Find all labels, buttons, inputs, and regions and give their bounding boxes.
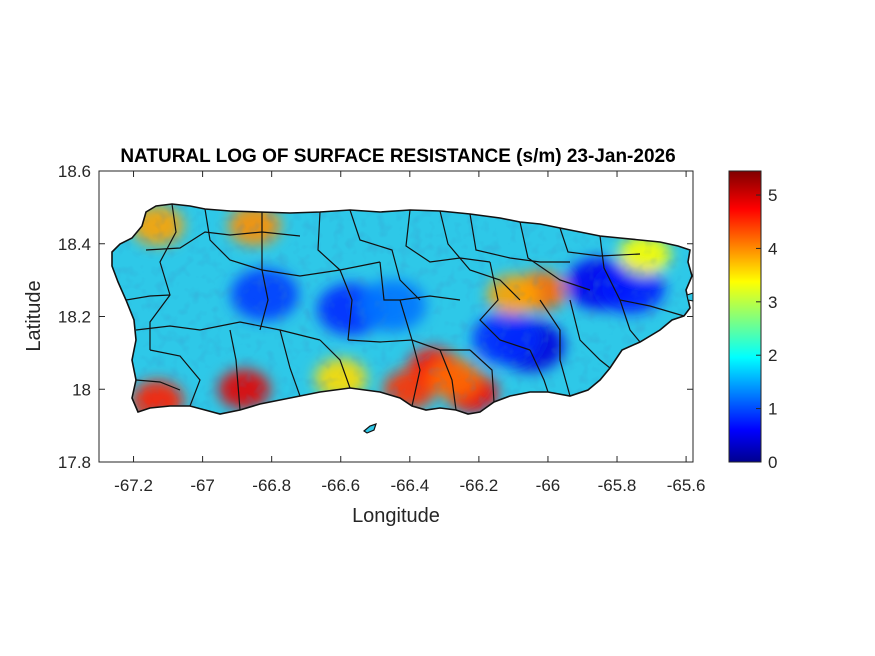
colorbar-tick-label: 5 xyxy=(768,186,777,205)
colorbar xyxy=(728,170,762,463)
municipality-boundary xyxy=(145,231,301,251)
y-tick-label: 17.8 xyxy=(58,453,91,472)
municipality-boundary xyxy=(317,211,353,341)
municipality-boundary xyxy=(229,329,241,411)
y-tick-label: 18.2 xyxy=(58,308,91,327)
municipality-boundary xyxy=(149,349,201,407)
colorbar-tick-label: 4 xyxy=(768,239,777,258)
heatmap-layer xyxy=(112,204,692,414)
municipality-boundary xyxy=(559,227,641,257)
x-axis-ticks: -67.2 -67 -66.8 -66.6 -66.4 -66.2 -66 -65.8 -65.… xyxy=(114,171,705,495)
municipality-boundary xyxy=(405,209,491,263)
municipality-boundary xyxy=(479,261,531,351)
chart-title: NATURAL LOG OF SURFACE RESISTANCE (s/m) … xyxy=(120,146,675,167)
colorbar-tick-label: 1 xyxy=(768,400,777,419)
municipality-boundary xyxy=(135,379,181,391)
municipality-boundary xyxy=(149,204,177,350)
municipality-boundary xyxy=(319,339,351,389)
small-island xyxy=(362,423,377,434)
x-tick-label: -67.2 xyxy=(114,476,153,495)
colorbar-tick-label: 0 xyxy=(768,453,777,472)
colorbar-ticks: 0 1 2 3 4 5 xyxy=(756,186,777,472)
coastline xyxy=(111,203,693,415)
heatmap-noise xyxy=(112,204,692,414)
x-tick-label: -66.6 xyxy=(321,476,360,495)
colorbar-tick-label: 2 xyxy=(768,346,777,365)
municipality-boundary xyxy=(204,208,269,331)
x-tick-label: -66 xyxy=(536,476,561,495)
y-tick-label: 18.6 xyxy=(58,162,91,181)
east-islet xyxy=(686,292,694,302)
y-axis-label: Latitude xyxy=(23,280,45,351)
y-tick-label: 18 xyxy=(72,380,91,399)
municipality-boundary xyxy=(529,349,549,393)
municipality-boundary xyxy=(619,299,641,343)
municipality-boundary xyxy=(349,209,421,301)
x-axis-label: Longitude xyxy=(352,505,440,527)
x-tick-label: -65.8 xyxy=(598,476,637,495)
municipality-boundary xyxy=(379,261,461,301)
x-tick-label: -65.6 xyxy=(667,476,706,495)
municipality-boundary xyxy=(125,294,171,301)
municipality-boundary xyxy=(569,299,611,369)
municipality-boundary xyxy=(469,349,495,403)
municipality-boundary xyxy=(439,349,457,411)
colorbar-tick-label: 3 xyxy=(768,293,777,312)
municipality-boundary xyxy=(279,329,301,397)
x-tick-label: -66.4 xyxy=(390,476,429,495)
x-tick-label: -67 xyxy=(190,476,215,495)
municipality-boundary xyxy=(399,299,421,407)
municipality-boundary xyxy=(261,212,381,277)
municipality-boundary xyxy=(519,221,591,291)
municipality-boundary xyxy=(539,299,571,397)
municipality-boundary xyxy=(469,213,570,263)
x-tick-label: -66.8 xyxy=(252,476,291,495)
municipality-boundary xyxy=(439,210,521,301)
x-tick-label: -66.2 xyxy=(460,476,499,495)
municipality-boundary xyxy=(135,321,321,341)
y-axis-ticks: 17.8 18 18.2 18.4 18.6 xyxy=(58,162,693,472)
municipality-boundaries xyxy=(125,204,685,411)
y-tick-label: 18.4 xyxy=(58,235,91,254)
